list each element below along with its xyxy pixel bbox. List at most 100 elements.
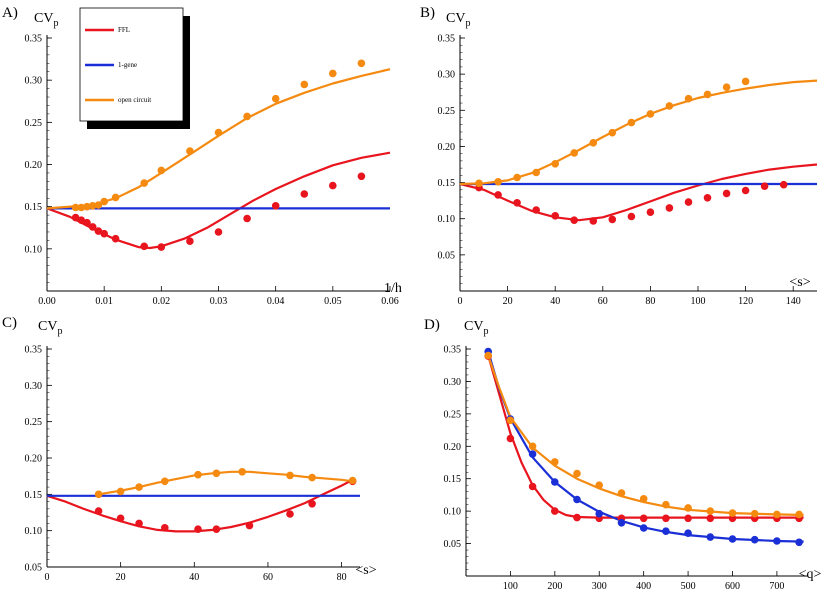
data-point-open-circuit	[741, 77, 750, 86]
chart-panel-3: 0.05 0.10 0.15 0.20 0.25 0.30 0.35 0 20 40 60 80 C) C…	[2, 315, 377, 583]
x-tick-label: 20	[116, 572, 126, 583]
data-point-ffl	[212, 525, 221, 533]
data-point-1-gene	[595, 509, 603, 518]
data-point-ffl	[684, 198, 693, 206]
y-axis-label: CVp	[446, 11, 470, 29]
x-axis-label: 1/h	[384, 281, 402, 296]
data-point-open-circuit	[570, 149, 578, 157]
y-axis-label: CVp	[464, 319, 488, 337]
legend: FFL 1-gene open circuit	[79, 7, 190, 129]
chart-panel-2: 0.05 0.10 0.15 0.20 0.25 0.30 0.35 0 20 40 60 80 100…	[420, 5, 818, 307]
x-tick-label: 0.06	[381, 296, 399, 307]
y-tick-label: 0.30	[25, 381, 43, 392]
data-point-open-circuit	[551, 160, 559, 168]
data-point-open-circuit	[308, 473, 316, 482]
chart-panel-1: 0.10 0.15 0.20 0.25 0.30 0.35 0.00 0.01 0.02 0.03…	[2, 5, 402, 307]
data-point-open-circuit	[329, 69, 337, 78]
data-point-ffl	[271, 202, 280, 210]
data-point-ffl	[703, 194, 712, 202]
data-point-ffl	[684, 514, 692, 523]
y-tick-label: 0.25	[438, 106, 456, 117]
data-point-open-circuit	[300, 80, 309, 89]
data-point-open-circuit	[348, 476, 357, 485]
y-axis-label-subscript: p	[483, 326, 488, 337]
data-point-open-circuit	[595, 481, 603, 490]
y-tick-label: 0.35	[438, 34, 456, 45]
data-point-1-gene	[573, 495, 581, 504]
data-point-ffl	[194, 525, 202, 533]
data-point-ffl	[157, 243, 166, 251]
y-tick-label: 0.05	[438, 250, 456, 261]
y-tick-label: 0.15	[438, 178, 456, 189]
y-tick-label: 0.15	[25, 490, 43, 501]
panel-letter: A)	[2, 5, 18, 21]
data-point-ffl	[506, 434, 515, 443]
data-point-1-gene	[684, 529, 692, 537]
data-point-open-circuit	[214, 128, 223, 137]
x-tick-label: 120	[738, 296, 753, 307]
data-point-1-gene	[706, 533, 715, 541]
x-tick-label: 0	[45, 572, 50, 583]
y-tick-label: 0.20	[444, 442, 462, 453]
series-line-open-circuit	[487, 355, 804, 517]
data-point-open-circuit	[608, 128, 617, 137]
data-point-open-circuit	[665, 102, 674, 110]
data-point-ffl	[570, 216, 578, 224]
data-point-open-circuit	[243, 112, 251, 121]
data-point-open-circuit	[100, 197, 108, 206]
data-point-open-circuit	[639, 495, 648, 503]
x-tick-label: 0.03	[210, 296, 228, 307]
y-axis-label-main: CV	[446, 11, 465, 26]
data-point-ffl	[245, 521, 254, 530]
y-tick-label: 0.15	[444, 474, 462, 485]
x-tick-label: 20	[503, 296, 513, 307]
data-point-ffl	[532, 206, 540, 214]
data-point-open-circuit	[484, 351, 493, 360]
data-point-ffl	[760, 182, 769, 190]
data-point-ffl	[286, 510, 294, 518]
data-point-open-circuit	[795, 510, 803, 519]
data-point-open-circuit	[94, 201, 103, 209]
data-point-1-gene	[528, 450, 537, 458]
data-point-ffl	[627, 212, 636, 221]
data-point-open-circuit	[94, 490, 103, 499]
data-point-ffl	[728, 514, 737, 523]
data-point-open-circuit	[773, 510, 781, 519]
data-point-ffl	[494, 191, 502, 199]
y-tick-label: 0.20	[438, 142, 456, 153]
data-point-open-circuit	[506, 416, 515, 425]
data-point-ffl	[94, 507, 103, 515]
x-tick-label: 0	[458, 296, 463, 307]
x-tick-label: 40	[189, 572, 199, 583]
data-point-ffl	[116, 514, 125, 523]
legend-label: FFL	[118, 26, 130, 34]
y-axis-label-subscript: p	[57, 326, 62, 337]
y-tick-label: 0.35	[25, 34, 43, 45]
data-point-ffl	[161, 524, 169, 532]
y-tick-label: 0.35	[25, 345, 43, 356]
panel-letter: C)	[2, 315, 17, 331]
data-point-open-circuit	[646, 110, 655, 118]
data-point-open-circuit	[157, 166, 166, 175]
x-tick-label: 200	[547, 581, 562, 591]
y-axis-label-main: CV	[38, 319, 57, 334]
data-point-open-circuit	[684, 504, 692, 512]
data-point-ffl	[243, 214, 251, 223]
data-point-ffl	[83, 218, 91, 227]
x-tick-label: 0.05	[324, 296, 342, 307]
data-point-1-gene	[773, 537, 781, 545]
series-line-ffl	[487, 355, 804, 519]
data-point-open-circuit	[140, 179, 148, 187]
data-point-1-gene	[639, 524, 648, 532]
series-line-1-gene	[487, 351, 804, 543]
x-tick-label: 0.00	[38, 296, 56, 307]
y-axis-label-subscript: p	[53, 18, 58, 29]
data-point-ffl	[329, 181, 337, 190]
data-point-ffl	[573, 513, 581, 522]
y-tick-label: 0.10	[25, 244, 43, 255]
data-point-open-circuit	[706, 507, 715, 515]
y-tick-label: 0.30	[444, 377, 462, 388]
data-point-open-circuit	[111, 193, 120, 202]
data-point-open-circuit	[71, 203, 80, 212]
y-axis-label-main: CV	[464, 319, 483, 334]
